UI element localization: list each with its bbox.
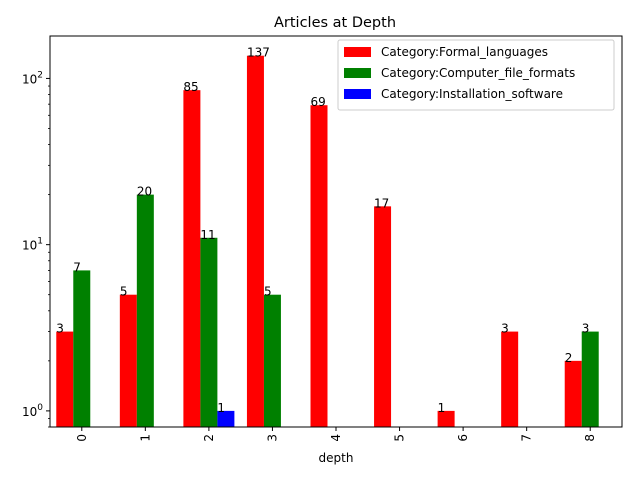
legend-swatch <box>344 68 371 78</box>
bar-series-1-category-6 <box>437 410 455 427</box>
y-tick-label: 102 <box>22 70 43 86</box>
bar-value-label: 3 <box>501 322 509 336</box>
y-tick-label: 100 <box>22 403 43 419</box>
bar-value-label: 85 <box>183 80 198 94</box>
bar-value-label: 1 <box>217 401 225 415</box>
x-tick-label: 3 <box>265 434 279 442</box>
chart-title: Articles at Depth <box>274 15 396 31</box>
x-tick-label: 8 <box>583 434 597 442</box>
bar-series-1-category-3 <box>246 55 264 428</box>
bar-series-1-category-4 <box>310 105 328 427</box>
bar-series-1-category-7 <box>501 331 519 427</box>
bar-series-1-category-1 <box>119 294 137 427</box>
bar-value-label: 7 <box>73 260 81 274</box>
legend-label: Category:Formal_languages <box>381 45 548 59</box>
bar-value-label: 5 <box>120 285 128 299</box>
bar-series-2-category-1 <box>136 194 154 427</box>
bar-series-1-category-2 <box>183 90 201 428</box>
legend-frame <box>337 39 615 111</box>
x-tick-label: 2 <box>202 434 216 442</box>
x-tick-label: 4 <box>329 434 343 442</box>
legend-swatch <box>344 89 371 99</box>
x-axis-label: depth <box>319 451 354 465</box>
bar-series-1-category-0 <box>56 331 74 427</box>
x-tick-label: 7 <box>520 434 534 442</box>
bar-series-1-category-8 <box>564 360 582 427</box>
bar-value-label: 3 <box>582 322 590 336</box>
bar-series-2-category-0 <box>73 270 91 427</box>
bar-series-1-category-5 <box>374 206 392 427</box>
bar-value-label: 3 <box>56 322 64 336</box>
y-tick-label: 101 <box>22 237 43 253</box>
bar-series-2-category-2 <box>200 237 218 427</box>
bar-value-label: 2 <box>565 351 573 365</box>
bar-value-label: 137 <box>247 46 270 60</box>
bar-value-label: 17 <box>374 196 389 210</box>
y-axis-ticks: 100 101 102 <box>22 70 50 428</box>
x-tick-label: 6 <box>456 434 470 442</box>
legend-label: Category:Installation_software <box>381 87 563 101</box>
legend: Category:Formal_languages Category:Comput… <box>337 39 615 111</box>
legend-label: Category:Computer_file_formats <box>381 66 575 80</box>
bar-value-label: 20 <box>137 185 152 199</box>
x-tick-label: 1 <box>138 434 152 442</box>
bar-value-label: 5 <box>264 285 272 299</box>
bar-value-label: 11 <box>200 228 215 242</box>
bar-series-2-category-3 <box>263 294 281 427</box>
x-tick-label: 5 <box>393 434 407 442</box>
bar-labels-group: 3 5 85 137 69 17 1 3 2 7 20 11 5 3 1 <box>56 46 589 415</box>
plot-frame <box>49 35 623 428</box>
bar-value-label: 1 <box>438 401 446 415</box>
legend-swatch <box>344 47 371 57</box>
bar-series-3-category-2 <box>217 410 235 427</box>
bar-series-2-category-8 <box>581 331 599 427</box>
bars-group <box>56 55 599 428</box>
bar-value-label: 69 <box>311 95 326 109</box>
x-axis-ticks: 0 1 2 3 4 5 6 7 8 <box>75 427 597 442</box>
x-tick-label: 0 <box>75 434 89 442</box>
